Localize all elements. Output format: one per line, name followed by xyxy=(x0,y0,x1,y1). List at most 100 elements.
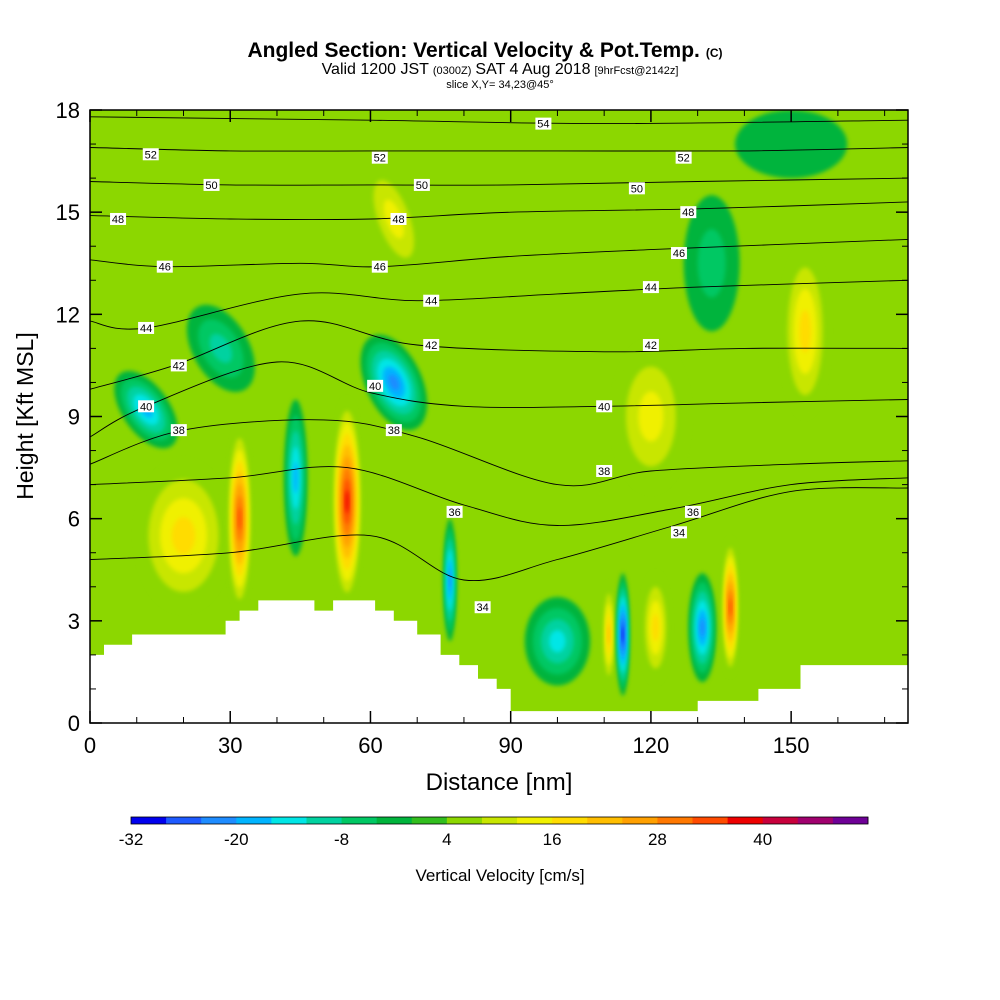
y-tick-label: 9 xyxy=(68,405,80,430)
subtitle-forecast: [9hrFcst@2142z] xyxy=(594,65,678,77)
velocity-cell xyxy=(332,399,363,604)
velocity-cell xyxy=(683,195,740,332)
isentrope-label: 50 xyxy=(628,182,645,195)
y-axis-label: Height [Kft MSL] xyxy=(12,332,38,499)
velocity-cell xyxy=(781,246,829,417)
velocity-cell xyxy=(524,596,591,686)
isentrope-label-text: 52 xyxy=(145,149,157,161)
isentrope-label-text: 42 xyxy=(173,360,185,372)
isentrope-label: 40 xyxy=(367,379,384,393)
colorbar-tick-label: -32 xyxy=(119,830,144,849)
velocity-band xyxy=(549,630,566,653)
velocity-cell xyxy=(602,583,615,686)
isentrope-label: 42 xyxy=(170,359,187,372)
velocity-band xyxy=(729,598,732,616)
chart-title-units: (C) xyxy=(706,46,723,60)
velocity-band xyxy=(209,333,233,363)
isentrope-label-bg xyxy=(156,260,173,273)
isentrope-label-text: 38 xyxy=(173,425,185,437)
isentrope-label-text: 42 xyxy=(645,340,657,352)
isentrope-label-text: 50 xyxy=(631,183,643,195)
isentrope-label: 46 xyxy=(670,247,687,260)
isentrope-label-text: 50 xyxy=(416,180,428,192)
velocity-cell xyxy=(641,573,670,683)
velocity-band xyxy=(799,310,811,353)
isentrope-label: 52 xyxy=(142,148,159,161)
isentrope-label: 38 xyxy=(596,464,613,478)
subtitle-valid: Valid 1200 JST xyxy=(322,61,430,78)
isentrope-label-text: 52 xyxy=(374,153,386,165)
isentrope-label-bg xyxy=(110,212,127,225)
colorbar-tick-label: 40 xyxy=(753,830,772,849)
isentrope-label-bg xyxy=(675,151,692,164)
colorbar-swatch xyxy=(727,817,764,824)
isentrope-label-text: 42 xyxy=(425,340,437,352)
y-tick-label: 6 xyxy=(68,507,80,532)
x-tick-label: 0 xyxy=(84,733,96,758)
isentrope-label: 34 xyxy=(474,601,491,614)
colorbar-swatch xyxy=(832,817,869,824)
colorbar-swatch xyxy=(552,817,588,824)
isentrope-label-text: 34 xyxy=(673,527,685,539)
isentrope-label: 48 xyxy=(110,212,127,226)
isentrope-label: 48 xyxy=(680,206,697,219)
colorbar-swatch xyxy=(131,817,167,824)
isentrope-line xyxy=(90,177,908,186)
isentrope-label: 54 xyxy=(535,117,552,131)
colorbar-tick-label: 28 xyxy=(648,830,667,849)
isentrope-label: 34 xyxy=(670,526,687,539)
velocity-band xyxy=(345,490,349,514)
isentrope-label: 44 xyxy=(642,281,659,294)
colorbar-tick-label: 4 xyxy=(442,830,451,849)
isentrope-label-bg xyxy=(170,359,187,372)
y-tick-label: 0 xyxy=(68,711,80,736)
isentrope-label-text: 40 xyxy=(140,401,152,413)
isentrope-label-text: 44 xyxy=(140,323,152,335)
isentrope-label: 44 xyxy=(423,294,440,308)
isentrope-label: 46 xyxy=(156,260,173,274)
isentrope-label: 40 xyxy=(596,400,613,413)
isentrope-label: 52 xyxy=(371,151,388,165)
isentrope-label-text: 36 xyxy=(448,507,460,519)
isentrope-label-text: 40 xyxy=(369,381,381,393)
isentrope-label-bg xyxy=(385,424,402,437)
isentrope-label-text: 46 xyxy=(673,248,685,260)
isentrope-label-bg xyxy=(138,400,155,413)
isentrope-line xyxy=(90,466,908,526)
isentrope-label-bg xyxy=(642,338,659,351)
chart-subtitle: Valid 1200 JST (0300Z) SAT 4 Aug 2018 [9hrF… xyxy=(322,61,679,78)
colorbar-swatch xyxy=(411,817,448,824)
isentrope-label: 40 xyxy=(138,400,155,413)
isentrope-line xyxy=(90,279,908,330)
colorbar-swatch xyxy=(306,817,342,824)
isentrope-line xyxy=(90,419,908,487)
isentrope-label-bg xyxy=(642,281,659,294)
velocity-band xyxy=(448,569,452,591)
velocity-cell xyxy=(443,518,457,642)
isentrope-label-bg xyxy=(596,464,613,477)
subtitle-utc: (0300Z) xyxy=(433,65,472,77)
x-tick-label: 90 xyxy=(498,733,522,758)
colorbar-swatch xyxy=(692,817,729,824)
isentrope-label-bg xyxy=(596,400,613,413)
velocity-band xyxy=(388,374,400,391)
isentrope-label-text: 40 xyxy=(598,401,610,413)
colorbar-swatch xyxy=(166,817,202,824)
vertical-velocity-field xyxy=(114,110,848,696)
velocity-band xyxy=(293,462,298,494)
chart-title-text: Angled Section: Vertical Velocity & Pot.… xyxy=(247,39,699,62)
velocity-band xyxy=(638,391,664,442)
isentrope-line xyxy=(90,147,908,152)
velocity-cell xyxy=(688,573,717,683)
isentrope-label-bg xyxy=(390,212,407,225)
isentrope-line xyxy=(90,201,908,221)
x-axis-label: Distance [nm] xyxy=(426,769,573,796)
chart-title: Angled Section: Vertical Velocity & Pot.… xyxy=(247,39,722,62)
isentrope-label-bg xyxy=(446,505,463,518)
isentrope-label-bg xyxy=(138,321,155,334)
isentrope-label-bg xyxy=(423,338,440,351)
isentrope-label-bg xyxy=(367,379,384,392)
isentrope-label-bg xyxy=(670,526,687,539)
